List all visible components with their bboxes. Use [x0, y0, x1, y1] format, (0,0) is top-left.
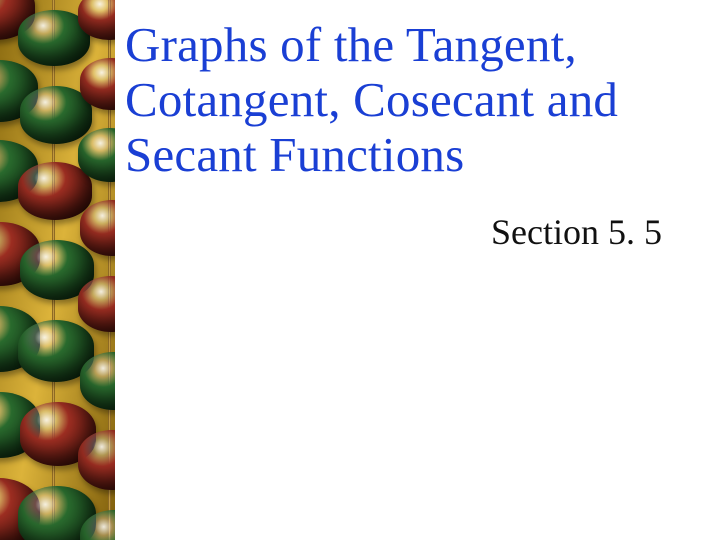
- slide: Graphs of the Tangent, Cotangent, Coseca…: [0, 0, 720, 540]
- sidebar-decorative-image: [0, 0, 115, 540]
- abacus-bead: [18, 162, 92, 220]
- content-area: Graphs of the Tangent, Cotangent, Coseca…: [115, 0, 720, 540]
- slide-title: Graphs of the Tangent, Cotangent, Coseca…: [125, 18, 690, 183]
- slide-subtitle: Section 5. 5: [125, 211, 690, 253]
- abacus-illustration: [0, 0, 115, 540]
